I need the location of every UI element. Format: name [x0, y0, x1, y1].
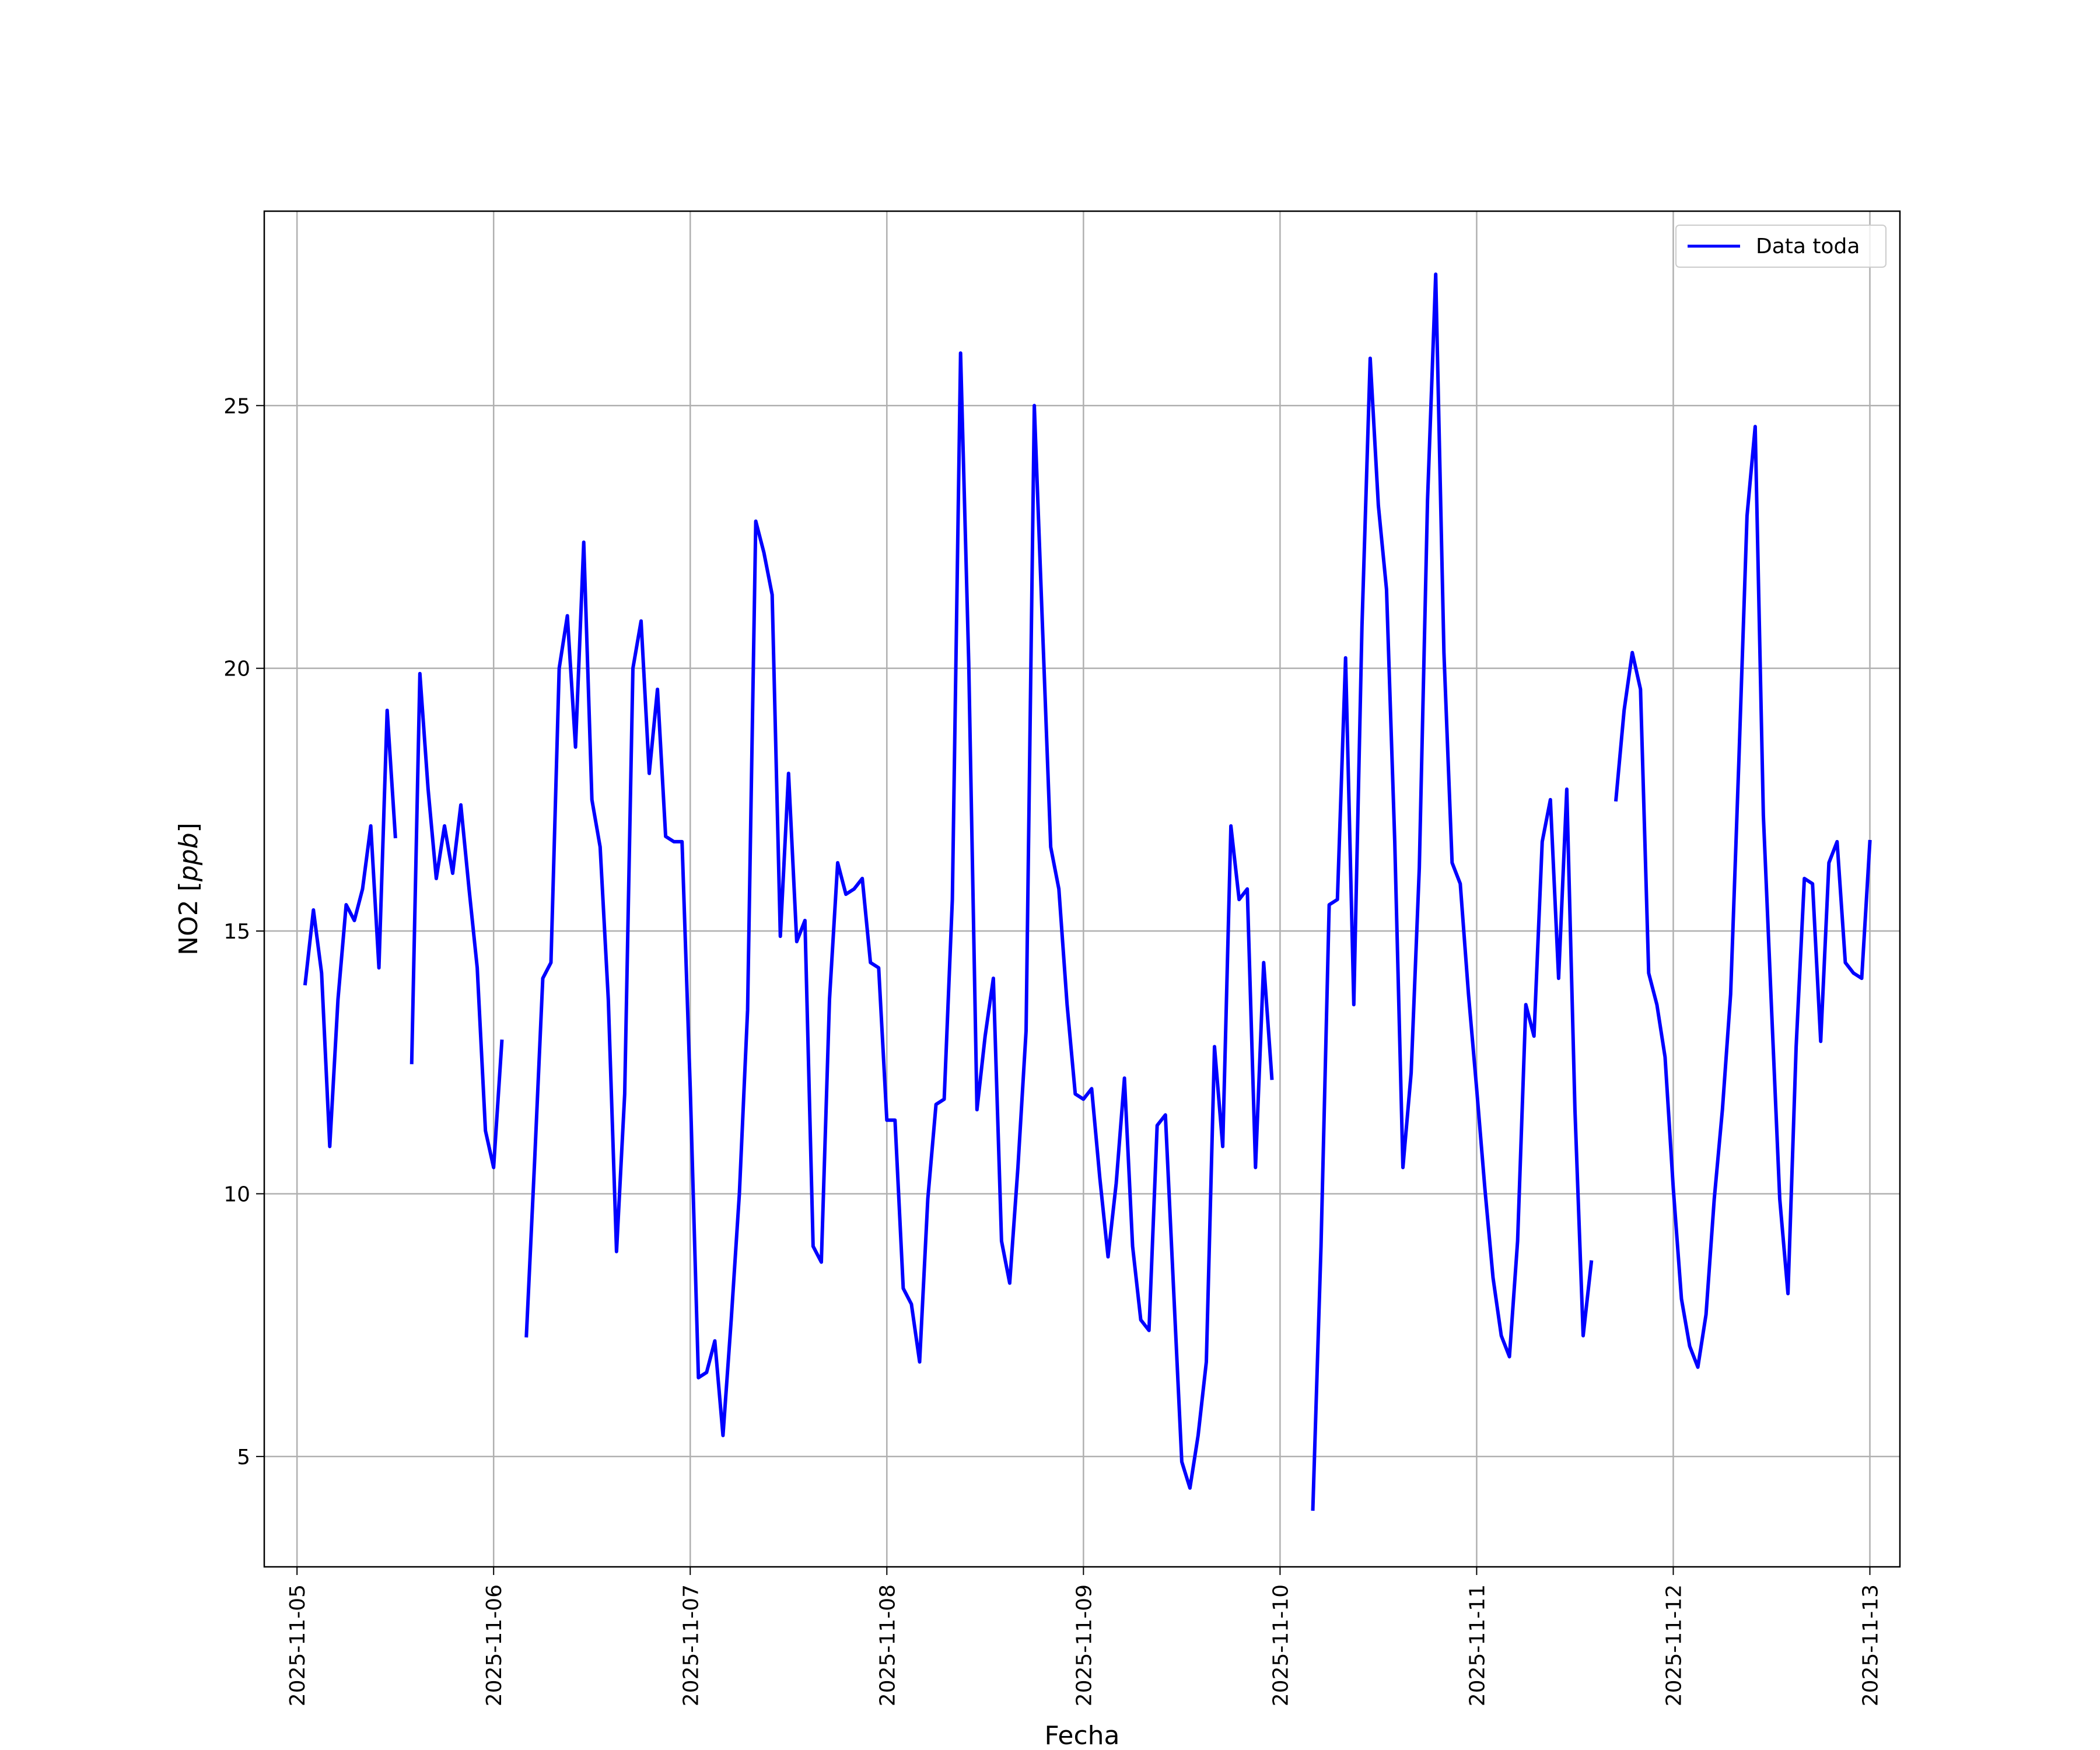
series-line-segment [303, 708, 397, 1149]
x-tick-label: 2025-11-11 [1465, 1584, 1489, 1706]
series-line-segment [1311, 272, 1594, 1511]
legend-box [1675, 225, 1887, 268]
y-tick-label: 10 [223, 1182, 250, 1206]
ticks: 2025-11-05 2025-11-06 2025-11-07 2025-11-08… [223, 394, 1882, 1706]
x-tick-label: 2025-11-10 [1269, 1584, 1293, 1706]
series-line-segment [410, 671, 504, 1170]
y-axis-label: NO2 [ppb] [174, 822, 204, 956]
legend: Data toda [1675, 225, 1887, 268]
x-tick-label: 2025-11-13 [1859, 1584, 1883, 1706]
x-tick-label: 2025-11-08 [876, 1584, 900, 1706]
x-tick-label: 2025-11-07 [679, 1584, 703, 1706]
y-axis-label-main: NO2 [ [174, 881, 204, 956]
y-tick-label: 5 [237, 1446, 250, 1469]
x-tick-label: 2025-11-09 [1072, 1584, 1096, 1706]
series-line-segment [524, 351, 1274, 1490]
x-tick-label: 2025-11-12 [1662, 1584, 1686, 1706]
y-tick-label: 25 [223, 394, 250, 418]
series-line-segment [1614, 425, 1872, 1369]
x-tick-label: 2025-11-06 [482, 1584, 506, 1706]
x-axis-label: Fecha [1044, 1721, 1119, 1750]
y-axis-label-unit: ppb [174, 832, 204, 882]
grid [264, 211, 1900, 1567]
plot-frame [263, 210, 1901, 1568]
y-tick-label: 20 [223, 657, 250, 681]
x-tick-label: 2025-11-05 [286, 1584, 310, 1706]
y-axis-label-close: ] [174, 822, 204, 832]
legend-label: Data toda [1756, 235, 1860, 258]
series-layer [303, 272, 1872, 1511]
y-tick-label: 15 [223, 920, 250, 944]
